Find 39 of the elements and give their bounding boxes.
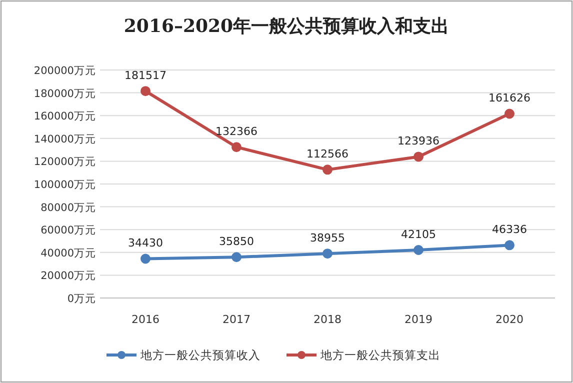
x-tick-label: 2019	[404, 313, 432, 326]
y-tick-label: 0万元	[67, 293, 96, 305]
y-tick-label: 20000万元	[40, 270, 96, 282]
y-tick-label: 140000万元	[34, 133, 96, 146]
point	[232, 252, 242, 262]
title: 2016–2020年一般公共预算收入和支出	[124, 16, 450, 37]
point	[504, 108, 514, 119]
data-label: 38955	[310, 232, 345, 245]
y-tick-label: 80000万元	[40, 202, 96, 214]
y-tick-label: 200000万元	[34, 65, 96, 77]
y-tick-label: 60000万元	[40, 224, 96, 237]
data-label: 123936	[398, 134, 440, 148]
data-label: 34430	[128, 236, 163, 250]
y-tick-label: 160000万元	[34, 110, 96, 123]
y-tick-label: 40000万元	[40, 247, 96, 260]
x-tick-label: 2016	[132, 313, 160, 326]
data-label: 46336	[492, 223, 527, 236]
x-tick-label: 2018	[314, 313, 342, 326]
x-tick-label: 2017	[222, 313, 250, 326]
point	[504, 240, 514, 250]
point	[232, 142, 242, 152]
point	[140, 254, 150, 264]
data-label: 35850	[219, 235, 254, 248]
x-tick-label: 2020	[496, 313, 524, 326]
point	[414, 152, 424, 162]
point	[322, 248, 332, 259]
point	[322, 164, 332, 175]
legend-label: 地方一般公共预算支出	[320, 348, 440, 362]
data-label: 161626	[488, 92, 530, 105]
y-tick-label: 120000万元	[34, 156, 96, 168]
y-tick-label: 100000万元	[34, 179, 96, 191]
data-label: 181517	[124, 69, 166, 82]
legend-label: 地方一般公共预算收入	[140, 348, 260, 362]
point	[414, 245, 424, 255]
data-label: 112566	[306, 148, 348, 161]
y-tick-label: 180000万元	[34, 88, 96, 100]
data-label: 42105	[401, 228, 436, 241]
data-label: 132366	[216, 125, 258, 138]
point	[140, 86, 150, 96]
